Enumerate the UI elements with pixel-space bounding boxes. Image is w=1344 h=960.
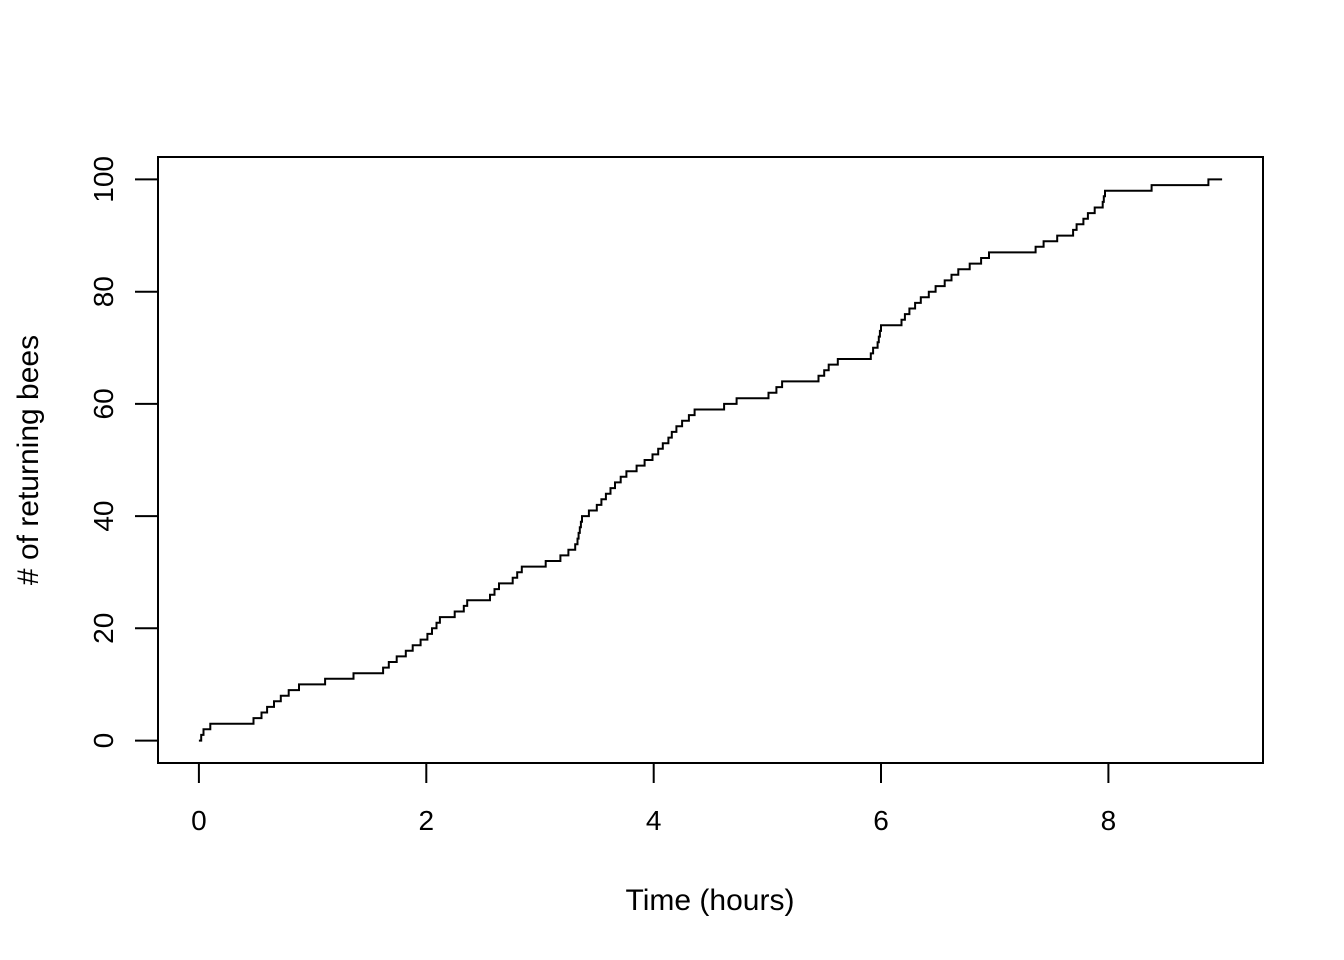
y-axis-ticks (135, 178, 158, 742)
x-axis-title: Time (hours) (626, 884, 795, 917)
plot-box (157, 156, 1264, 764)
x-tick-label: 4 (646, 805, 662, 836)
y-tick-label: 80 (88, 276, 119, 307)
y-tick-labels: 0 20 40 60 80 100 (88, 156, 119, 748)
x-tick-labels: 0 2 4 6 8 (191, 805, 1116, 836)
step-line (198, 178, 1223, 742)
y-tick-label: 20 (88, 613, 119, 644)
y-tick-label: 100 (88, 156, 119, 203)
y-tick-label: 0 (88, 733, 119, 749)
y-tick-label: 40 (88, 501, 119, 532)
y-axis-title: # of returning bees (12, 335, 45, 585)
x-tick-label: 8 (1101, 805, 1117, 836)
x-tick-label: 0 (191, 805, 207, 836)
x-tick-label: 6 (873, 805, 889, 836)
x-axis-ticks (197, 763, 1110, 783)
x-tick-label: 2 (419, 805, 435, 836)
y-tick-label: 60 (88, 388, 119, 419)
series-group (198, 178, 1223, 742)
